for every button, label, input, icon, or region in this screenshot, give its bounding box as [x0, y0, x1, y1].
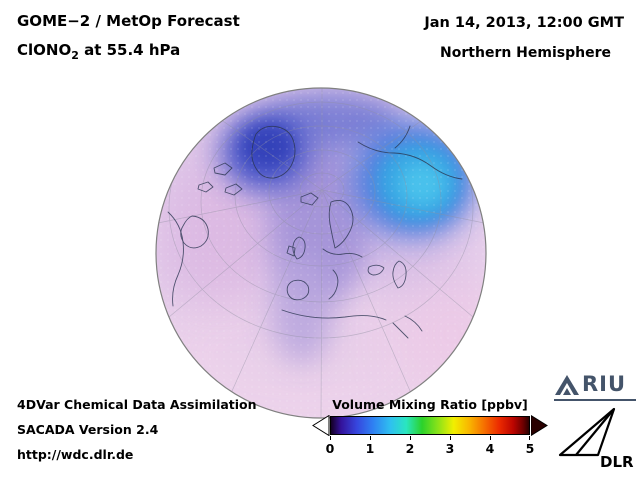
colorbar-tick-0: 0 — [325, 441, 335, 456]
colorbar-tick-2: 2 — [405, 441, 415, 456]
product-title: GOME−2 / MetOp Forecast — [17, 12, 240, 30]
colorbar-gradient — [330, 416, 530, 435]
hemisphere-label: Northern Hemisphere — [440, 45, 611, 61]
riu-logo: RIU — [554, 371, 636, 401]
globe-rim — [155, 87, 487, 419]
colorbar-tick-3: 3 — [445, 441, 455, 456]
version-label: SACADA Version 2.4 — [17, 422, 159, 437]
colorbar-tickmark — [370, 436, 371, 440]
colorbar-tickmark — [330, 436, 331, 440]
colorbar-tick-4: 4 — [485, 441, 495, 456]
riu-logo-icon — [555, 375, 579, 395]
colorbar-tick-5: 5 — [525, 441, 535, 456]
species-level-label: ClONO2 at 55.4 hPa — [17, 41, 181, 63]
datetime-header: Jan 14, 2013, 12:00 GMT Northern Hemisph… — [424, 15, 624, 61]
credits-block: 4DVar Chemical Data Assimilation SACADA … — [17, 398, 257, 473]
vmr-field-blobs — [156, 88, 486, 418]
dlr-logo: DLR — [556, 406, 636, 472]
datetime-label: Jan 14, 2013, 12:00 GMT — [424, 15, 624, 31]
riu-logo-text: RIU — [582, 372, 627, 396]
colorbar-tick-1: 1 — [365, 441, 375, 456]
colorbar-overflow-arrow — [531, 415, 548, 436]
website-url: http://wdc.dlr.de — [17, 447, 134, 462]
dlr-logo-icon — [558, 407, 616, 457]
dlr-logo-text: DLR — [600, 453, 634, 471]
coastlines — [167, 125, 463, 339]
product-header: GOME−2 / MetOp Forecast ClONO2 at 55.4 h… — [17, 12, 240, 63]
globe-map — [155, 87, 487, 419]
colorbar-tickmark — [410, 436, 411, 440]
assimilation-label: 4DVar Chemical Data Assimilation — [17, 397, 257, 412]
colorbar-tickmark — [490, 436, 491, 440]
colorbar-underflow-arrow — [312, 415, 330, 436]
colorbar-title: Volume Mixing Ratio [ppbv] — [332, 397, 528, 412]
colorbar-tickmark — [450, 436, 451, 440]
colorbar-tickmark — [529, 436, 530, 440]
